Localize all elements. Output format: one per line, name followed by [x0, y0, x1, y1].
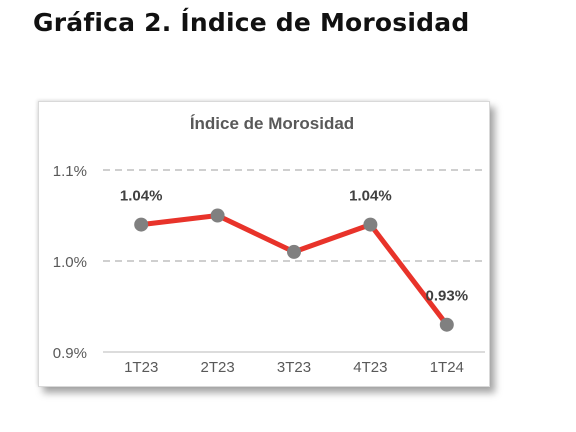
data-point: [210, 208, 225, 223]
x-tick-label: 1T23: [124, 359, 158, 376]
page-heading: Gráfica 2. Índice de Morosidad: [33, 8, 470, 37]
chart-card: Índice de Morosidad 0.9% 1.0% 1.1% 1T23 2T2…: [38, 101, 490, 387]
data-point: [287, 244, 301, 259]
data-point: [134, 217, 149, 232]
series-line: [138, 213, 450, 328]
x-tick-label: 3T23: [277, 359, 311, 376]
chart-title: Índice de Morosidad: [190, 114, 354, 133]
data-point: [439, 317, 454, 332]
data-label: 1.04%: [349, 188, 392, 205]
x-tick-label: 4T23: [353, 359, 387, 376]
data-label: 1.04%: [120, 188, 163, 205]
y-tick-label: 0.9%: [53, 345, 87, 362]
x-tick-label: 2T23: [200, 359, 234, 376]
morosidad-line-chart: Índice de Morosidad 0.9% 1.0% 1.1% 1T23 2T2…: [53, 114, 485, 376]
x-tick-label: 1T24: [430, 359, 464, 376]
data-point: [363, 217, 378, 232]
y-tick-label: 1.1%: [53, 163, 87, 180]
data-label: 0.93%: [426, 288, 469, 305]
y-tick-label: 1.0%: [53, 254, 87, 271]
